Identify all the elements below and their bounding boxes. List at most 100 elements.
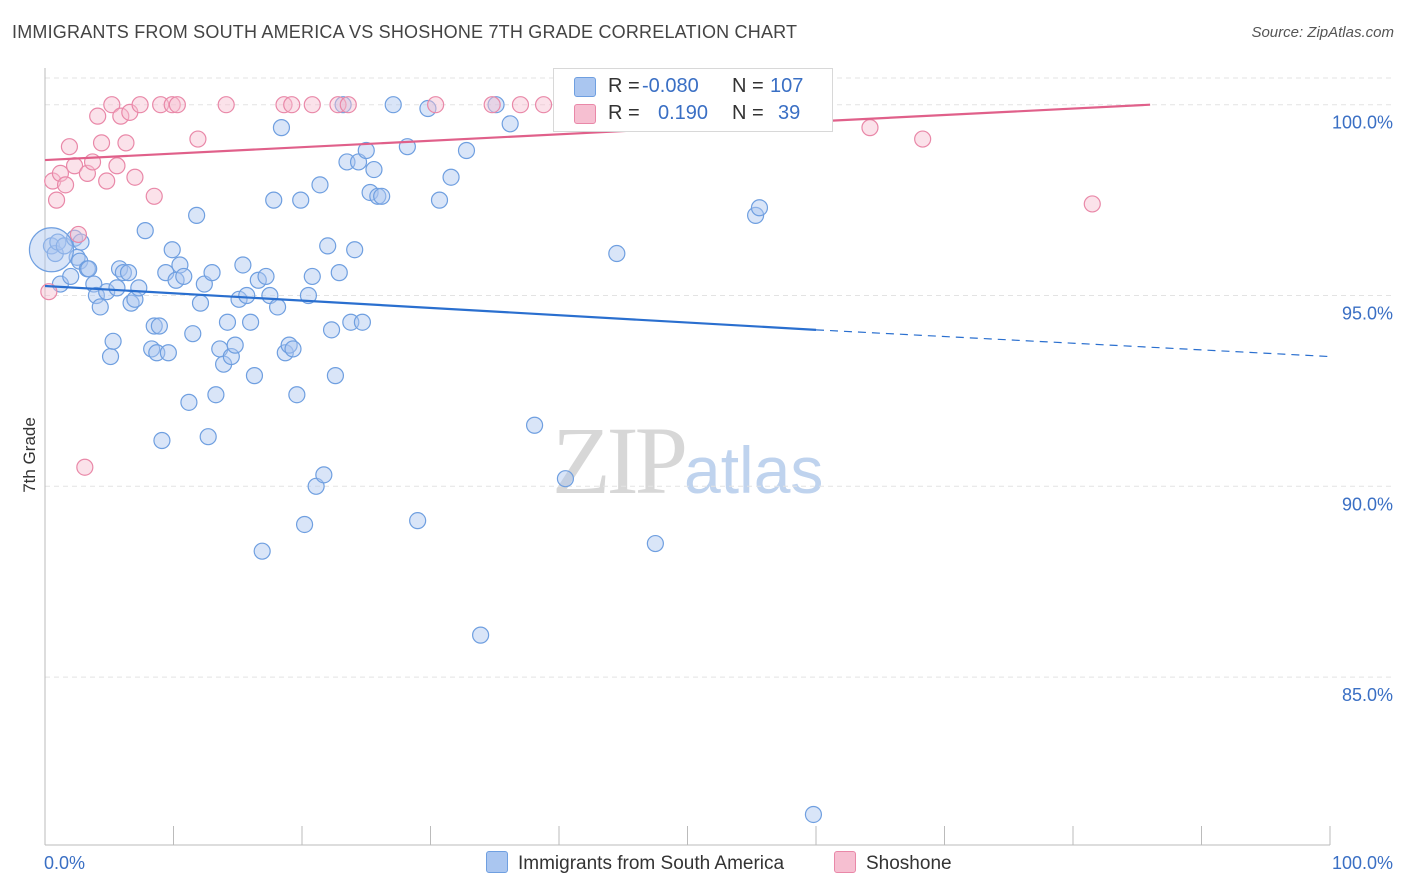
tick-labels: 85.0% 90.0% 95.0% 100.0% 0.0% 100.0% 7th Grade <box>20 113 1393 873</box>
trend-line-south-america <box>44 284 817 331</box>
data-point-south-america <box>353 313 371 331</box>
data-point-south-america <box>207 386 225 404</box>
data-point-south-america <box>245 367 264 385</box>
data-point-south-america <box>365 160 383 179</box>
data-point-south-america <box>150 317 168 335</box>
data-point-south-america <box>230 290 248 308</box>
data-point-south-america <box>288 386 306 404</box>
axes <box>44 68 1331 846</box>
data-point-shoshone <box>217 96 235 114</box>
trend-line-shoshone <box>44 103 1151 162</box>
bottom-legend-swatch-pink <box>834 851 856 873</box>
bottom-legend-label: Shoshone <box>866 853 952 874</box>
data-point-south-america <box>188 206 206 224</box>
data-point-shoshone <box>60 138 79 156</box>
data-point-south-america <box>153 431 171 450</box>
data-point-shoshone <box>339 96 357 114</box>
legend-r-value: -0.080 <box>642 75 699 97</box>
data-point-shoshone <box>914 130 932 148</box>
data-point-south-america <box>104 332 122 350</box>
data-point-south-america <box>253 542 271 560</box>
data-point-south-america <box>101 347 120 366</box>
data-point-shoshone <box>56 176 75 194</box>
legend-row-shoshone: R = 0.190 N = 39 <box>554 100 832 128</box>
data-point-south-america <box>369 187 387 205</box>
bottom-legend-label: Immigrants from South America <box>518 853 785 874</box>
data-point-south-america <box>180 393 198 411</box>
data-point-shoshone <box>40 283 58 301</box>
data-point-south-america <box>163 241 181 259</box>
data-point-south-america <box>311 176 329 194</box>
data-point-south-america <box>322 321 341 339</box>
data-point-south-america <box>556 470 575 488</box>
watermark: ZIPatlas <box>552 405 823 516</box>
data-point-south-america <box>501 115 519 133</box>
data-point-south-america <box>419 99 437 118</box>
source-label: Source: ZipAtlas.com <box>1251 24 1394 41</box>
legend-n-value: 107 <box>770 75 804 97</box>
y-axis-label: 7th Grade <box>20 417 39 493</box>
trend-lines <box>44 103 1331 358</box>
data-point-south-america <box>272 119 291 137</box>
data-point-south-america <box>384 96 402 114</box>
data-point-shoshone <box>1083 195 1101 213</box>
bottom-legend-swatch-blue <box>486 851 508 873</box>
correlation-legend: R = -0.080 N = 107 R = 0.190 N = 39 <box>553 68 833 132</box>
data-point-shoshone <box>103 96 121 114</box>
x-tick-label-max: 100.0% <box>1332 853 1393 873</box>
watermark-zip: ZIP <box>552 407 688 514</box>
y-tick-label: 100.0% <box>1332 113 1393 133</box>
series-south-america-points <box>28 96 823 824</box>
data-point-south-america <box>525 416 544 434</box>
data-point-south-america <box>292 191 310 209</box>
data-point-south-america <box>330 264 348 282</box>
data-point-south-america <box>159 344 177 362</box>
x-tick-label-min: 0.0% <box>44 853 85 873</box>
data-point-south-america <box>265 191 283 209</box>
series-shoshone-points <box>40 96 1101 476</box>
data-point-shoshone <box>117 134 135 152</box>
data-point-south-america <box>284 340 302 358</box>
legend-n-label: N = <box>732 75 764 97</box>
data-point-south-america <box>80 260 98 278</box>
data-point-south-america <box>98 283 116 301</box>
legend-r-label: R = <box>608 75 640 97</box>
data-point-shoshone <box>168 96 186 114</box>
data-point-south-america <box>119 264 138 282</box>
data-point-south-america <box>268 298 287 316</box>
y-tick-label: 90.0% <box>1342 494 1393 514</box>
data-point-south-america <box>442 168 460 186</box>
data-point-south-america <box>315 466 333 484</box>
legend-r-label: R = <box>608 102 640 124</box>
data-point-south-america <box>334 96 352 114</box>
legend-row-south-america: R = -0.080 N = 107 <box>554 73 832 101</box>
y-tick-label: 95.0% <box>1342 304 1393 324</box>
legend-n-label: N = <box>732 102 764 124</box>
legend-n-value: 39 <box>778 102 801 124</box>
data-point-shoshone <box>108 157 126 175</box>
data-point-shoshone <box>483 96 501 114</box>
data-point-shoshone <box>511 96 530 114</box>
data-point-south-america <box>238 286 256 305</box>
data-point-south-america <box>646 534 664 553</box>
data-point-south-america <box>319 237 337 255</box>
data-point-south-america <box>218 313 237 331</box>
data-point-shoshone <box>303 96 321 114</box>
data-point-shoshone <box>47 191 66 209</box>
data-point-south-america <box>249 271 267 289</box>
legend-r-value: 0.190 <box>658 102 709 124</box>
y-tick-label: 85.0% <box>1342 685 1393 705</box>
data-point-south-america <box>430 191 449 209</box>
data-point-south-america <box>114 264 132 282</box>
trend-line-south-america-extension <box>815 329 1331 358</box>
bottom-legend-south-america: Immigrants from South America <box>486 851 784 875</box>
data-point-shoshone <box>98 172 116 190</box>
data-point-shoshone <box>861 119 879 137</box>
data-point-south-america <box>62 267 80 286</box>
data-point-south-america <box>295 515 314 534</box>
data-point-south-america <box>357 141 375 160</box>
data-point-south-america <box>303 267 321 286</box>
data-point-south-america <box>257 267 275 286</box>
data-point-south-america <box>234 256 252 274</box>
data-point-south-america <box>91 298 109 316</box>
